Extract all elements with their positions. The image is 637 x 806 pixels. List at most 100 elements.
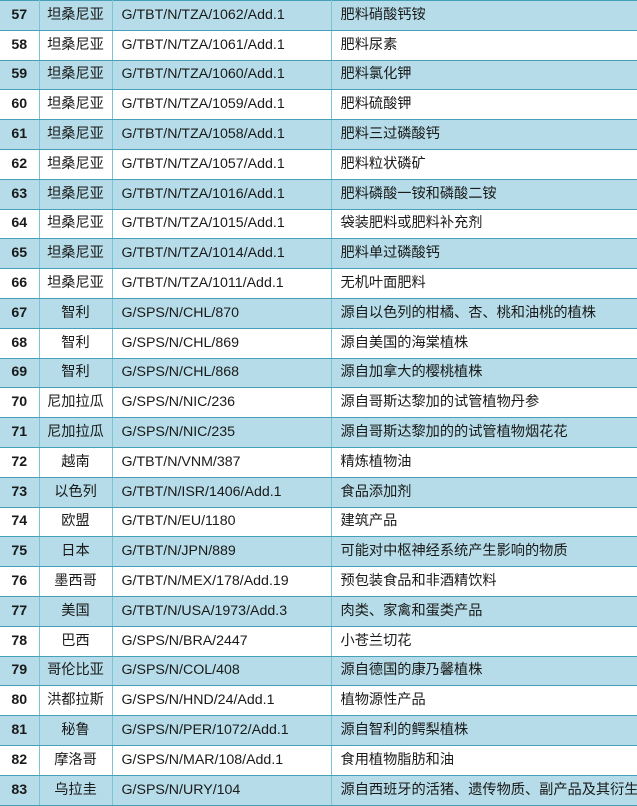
row-index-cell: 67 <box>0 297 40 329</box>
product-description-cell: 肥料氯化钾 <box>331 59 637 91</box>
notification-code-cell: G/TBT/N/TZA/1060/Add.1 <box>112 59 332 91</box>
table-row: 77 美国 G/TBT/N/USA/1973/Add.3 肉类、家禽和蛋类产品 <box>0 595 637 627</box>
notification-code-cell: G/SPS/N/PER/1072/Add.1 <box>112 715 332 746</box>
table-row: 83 乌拉圭 G/SPS/N/URY/104 源自西班牙的活猪、遗传物质、副产品及其衍… <box>0 774 637 806</box>
product-description-cell: 肉类、家禽和蛋类产品 <box>331 595 637 627</box>
row-index-cell: 72 <box>0 446 40 478</box>
product-description-cell: 无机叶面肥料 <box>331 268 637 299</box>
product-description-cell: 肥料尿素 <box>331 29 637 61</box>
table-row: 78 巴西 G/SPS/N/BRA/2447 小苍兰切花 <box>0 625 637 657</box>
country-cell: 日本 <box>39 536 113 568</box>
country-cell: 以色列 <box>39 476 113 508</box>
row-index-cell: 65 <box>0 238 40 270</box>
product-description-cell: 精炼植物油 <box>331 446 637 478</box>
country-cell: 尼加拉瓜 <box>39 387 113 419</box>
row-index-cell: 76 <box>0 566 40 597</box>
product-description-cell: 肥料硫酸钾 <box>331 89 637 121</box>
product-description-cell: 源自西班牙的活猪、遗传物质、副产品及其衍生产品 <box>331 774 637 806</box>
table-row: 65 坦桑尼亚 G/TBT/N/TZA/1014/Add.1 肥料单过磷酸钙 <box>0 238 637 270</box>
notification-code-cell: G/TBT/N/USA/1973/Add.3 <box>112 595 332 627</box>
notification-code-cell: G/TBT/N/TZA/1061/Add.1 <box>112 29 332 61</box>
product-description-cell: 袋装肥料或肥料补充剂 <box>331 208 637 240</box>
product-description-cell: 肥料三过磷酸钙 <box>331 119 637 150</box>
row-index-cell: 66 <box>0 268 40 299</box>
country-cell: 摩洛哥 <box>39 744 113 776</box>
notification-code-cell: G/TBT/N/MEX/178/Add.19 <box>112 566 332 597</box>
table-row: 58 坦桑尼亚 G/TBT/N/TZA/1061/Add.1 肥料尿素 <box>0 29 637 61</box>
row-index-cell: 60 <box>0 89 40 121</box>
row-index-cell: 75 <box>0 536 40 568</box>
table-row: 71 尼加拉瓜 G/SPS/N/NIC/235 源自哥斯达黎加的的试管植物烟花花 <box>0 417 637 448</box>
product-description-cell: 肥料磷酸一铵和磷酸二铵 <box>331 178 637 210</box>
country-cell: 智利 <box>39 297 113 329</box>
product-description-cell: 小苍兰切花 <box>331 625 637 657</box>
notification-code-cell: G/SPS/N/CHL/868 <box>112 357 332 389</box>
table-row: 75 日本 G/TBT/N/JPN/889 可能对中枢神经系统产生影响的物质 <box>0 536 637 568</box>
country-cell: 哥伦比亚 <box>39 655 113 687</box>
table-row: 70 尼加拉瓜 G/SPS/N/NIC/236 源自哥斯达黎加的试管植物丹参 <box>0 387 637 419</box>
country-cell: 越南 <box>39 446 113 478</box>
country-cell: 智利 <box>39 327 113 359</box>
notification-code-cell: G/SPS/N/BRA/2447 <box>112 625 332 657</box>
notification-code-cell: G/TBT/N/TZA/1011/Add.1 <box>112 268 332 299</box>
table-row: 76 墨西哥 G/TBT/N/MEX/178/Add.19 预包装食品和非酒精饮料 <box>0 566 637 597</box>
product-description-cell: 源自加拿大的樱桃植株 <box>331 357 637 389</box>
country-cell: 欧盟 <box>39 506 113 538</box>
product-description-cell: 源自德国的康乃馨植株 <box>331 655 637 687</box>
table-row: 68 智利 G/SPS/N/CHL/869 源自美国的海棠植株 <box>0 327 637 359</box>
country-cell: 乌拉圭 <box>39 774 113 806</box>
row-index-cell: 80 <box>0 685 40 717</box>
country-cell: 坦桑尼亚 <box>39 29 113 61</box>
row-index-cell: 73 <box>0 476 40 508</box>
row-index-cell: 70 <box>0 387 40 419</box>
country-cell: 墨西哥 <box>39 566 113 597</box>
product-description-cell: 源自哥斯达黎加的试管植物丹参 <box>331 387 637 419</box>
table-row: 74 欧盟 G/TBT/N/EU/1180 建筑产品 <box>0 506 637 538</box>
row-index-cell: 83 <box>0 774 40 806</box>
product-description-cell: 肥料粒状磷矿 <box>331 148 637 180</box>
row-index-cell: 64 <box>0 208 40 240</box>
notification-code-cell: G/SPS/N/COL/408 <box>112 655 332 687</box>
country-cell: 坦桑尼亚 <box>39 148 113 180</box>
notification-code-cell: G/SPS/N/MAR/108/Add.1 <box>112 744 332 776</box>
product-description-cell: 植物源性产品 <box>331 685 637 717</box>
table-row: 72 越南 G/TBT/N/VNM/387 精炼植物油 <box>0 446 637 478</box>
table-row: 61 坦桑尼亚 G/TBT/N/TZA/1058/Add.1 肥料三过磷酸钙 <box>0 119 637 150</box>
row-index-cell: 78 <box>0 625 40 657</box>
table-row: 82 摩洛哥 G/SPS/N/MAR/108/Add.1 食用植物脂肪和油 <box>0 744 637 776</box>
notification-code-cell: G/SPS/N/NIC/235 <box>112 417 332 448</box>
notification-code-cell: G/TBT/N/TZA/1062/Add.1 <box>112 0 332 31</box>
table-row: 67 智利 G/SPS/N/CHL/870 源自以色列的柑橘、杏、桃和油桃的植株 <box>0 297 637 329</box>
notification-code-cell: G/TBT/N/EU/1180 <box>112 506 332 538</box>
country-cell: 坦桑尼亚 <box>39 119 113 150</box>
row-index-cell: 71 <box>0 417 40 448</box>
country-cell: 尼加拉瓜 <box>39 417 113 448</box>
row-index-cell: 58 <box>0 29 40 61</box>
product-description-cell: 可能对中枢神经系统产生影响的物质 <box>331 536 637 568</box>
row-index-cell: 77 <box>0 595 40 627</box>
notification-code-cell: G/TBT/N/TZA/1015/Add.1 <box>112 208 332 240</box>
product-description-cell: 肥料单过磷酸钙 <box>331 238 637 270</box>
row-index-cell: 82 <box>0 744 40 776</box>
table-row: 57 坦桑尼亚 G/TBT/N/TZA/1062/Add.1 肥料硝酸钙铵 <box>0 0 637 31</box>
table-row: 64 坦桑尼亚 G/TBT/N/TZA/1015/Add.1 袋装肥料或肥料补充剂 <box>0 208 637 240</box>
notification-code-cell: G/TBT/N/TZA/1016/Add.1 <box>112 178 332 210</box>
notification-code-cell: G/TBT/N/VNM/387 <box>112 446 332 478</box>
country-cell: 智利 <box>39 357 113 389</box>
row-index-cell: 59 <box>0 59 40 91</box>
row-index-cell: 62 <box>0 148 40 180</box>
table-row: 60 坦桑尼亚 G/TBT/N/TZA/1059/Add.1 肥料硫酸钾 <box>0 89 637 121</box>
table-row: 69 智利 G/SPS/N/CHL/868 源自加拿大的樱桃植株 <box>0 357 637 389</box>
table-row: 81 秘鲁 G/SPS/N/PER/1072/Add.1 源自智利的鳄梨植株 <box>0 715 637 746</box>
notification-code-cell: G/TBT/N/TZA/1059/Add.1 <box>112 89 332 121</box>
product-description-cell: 建筑产品 <box>331 506 637 538</box>
product-description-cell: 肥料硝酸钙铵 <box>331 0 637 31</box>
row-index-cell: 74 <box>0 506 40 538</box>
product-description-cell: 预包装食品和非酒精饮料 <box>331 566 637 597</box>
country-cell: 美国 <box>39 595 113 627</box>
country-cell: 坦桑尼亚 <box>39 208 113 240</box>
notification-code-cell: G/SPS/N/URY/104 <box>112 774 332 806</box>
table-row: 73 以色列 G/TBT/N/ISR/1406/Add.1 食品添加剂 <box>0 476 637 508</box>
notification-code-cell: G/TBT/N/JPN/889 <box>112 536 332 568</box>
